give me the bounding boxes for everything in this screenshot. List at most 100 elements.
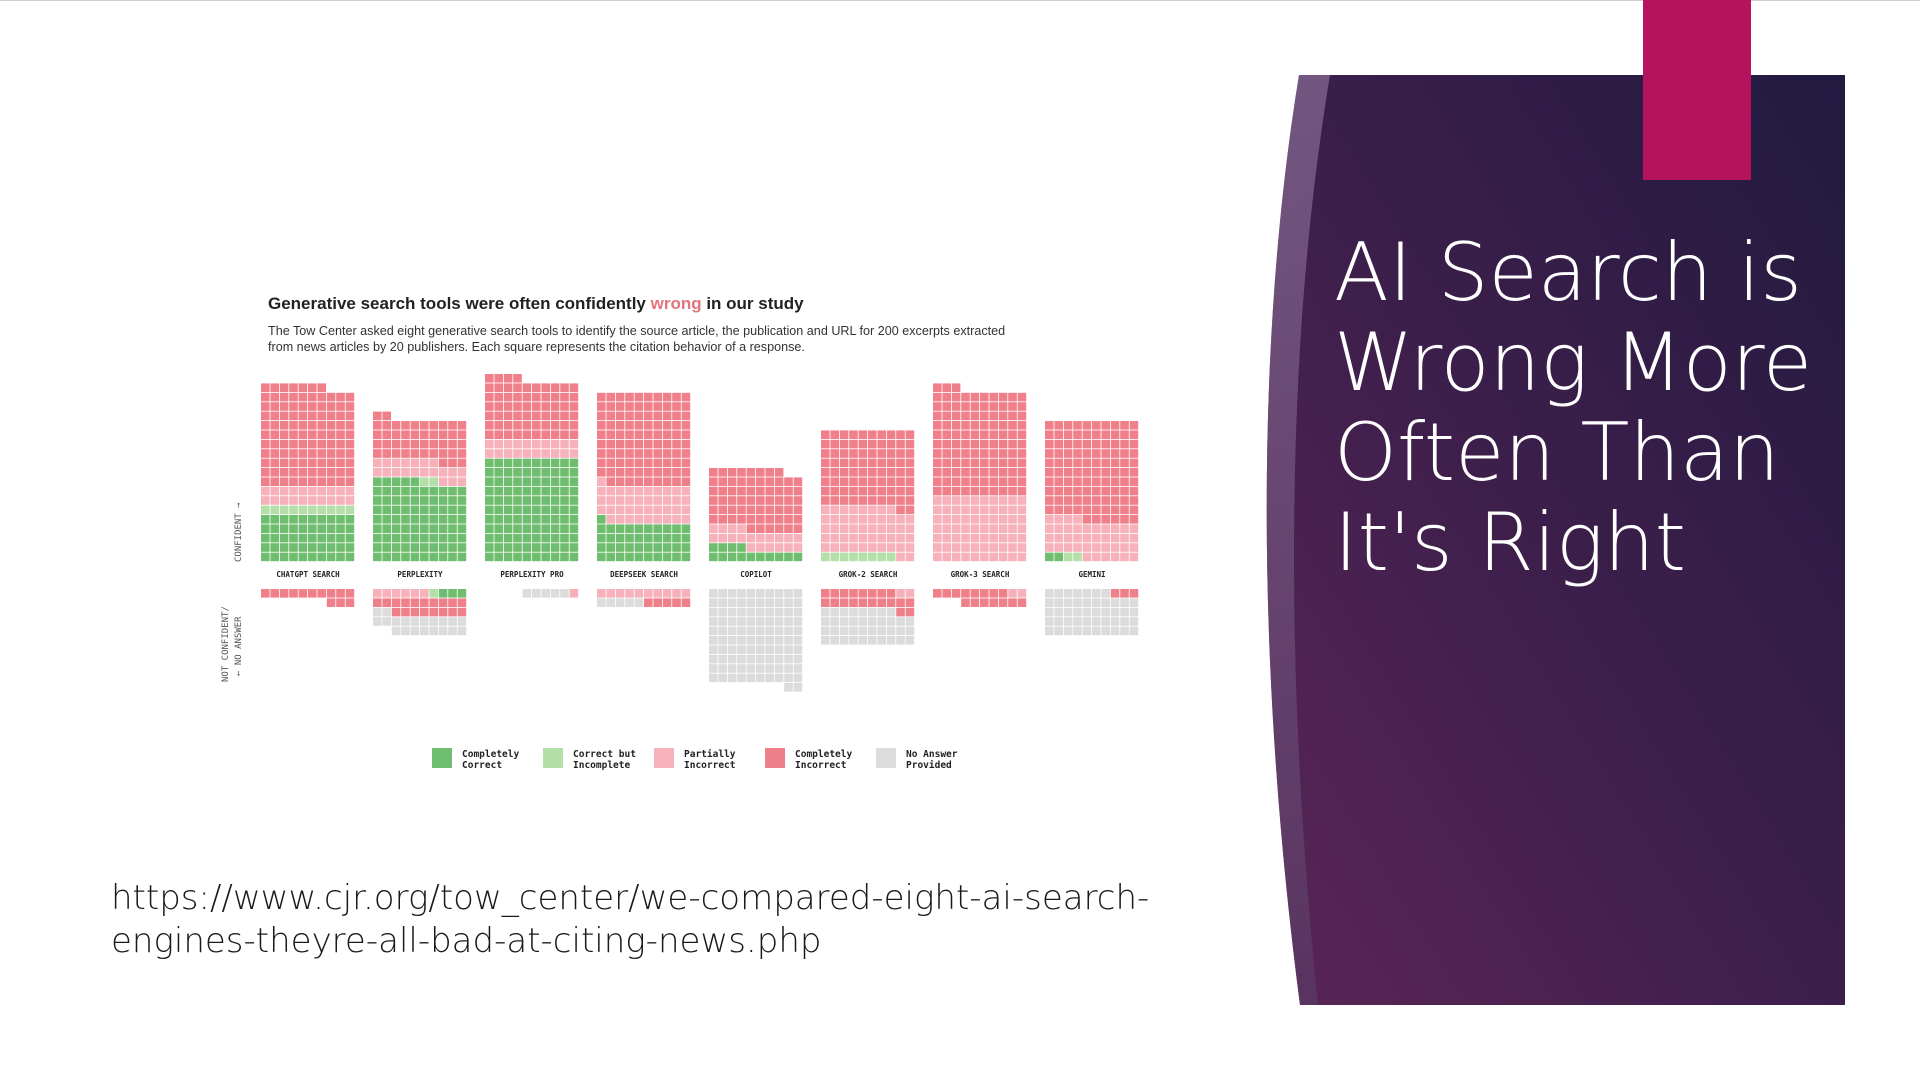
- waffle-cell-not-confident: [1110, 626, 1120, 636]
- waffle-cell-confident: [961, 505, 970, 515]
- waffle-cell-confident: [896, 505, 905, 515]
- waffle-cell-confident: [308, 552, 317, 562]
- waffle-cell-confident: [261, 524, 270, 533]
- waffle-cell-not-confident: [727, 636, 737, 645]
- waffle-cell-not-confident: [830, 589, 839, 598]
- waffle-cell-confident: [737, 552, 746, 562]
- waffle-cell-confident: [868, 552, 877, 562]
- waffle-cell-confident: [550, 392, 560, 402]
- legend-label: Incorrect: [795, 760, 846, 771]
- waffle-cell-confident: [391, 421, 401, 430]
- waffle-cell-not-confident: [756, 607, 765, 617]
- waffle-cell-not-confident: [727, 654, 737, 664]
- waffle-cell-not-confident: [727, 664, 737, 673]
- waffle-cell-confident: [942, 430, 951, 439]
- waffle-cell-confident: [289, 515, 298, 524]
- waffle-cell-not-confident: [289, 589, 298, 598]
- waffle-cell-confident: [1101, 430, 1110, 439]
- waffle-cell-confident: [438, 524, 448, 533]
- waffle-cell-confident: [1129, 543, 1139, 552]
- waffle-cell-not-confident: [401, 607, 410, 617]
- waffle-cell-confident: [308, 524, 317, 533]
- waffle-cell-confident: [933, 552, 942, 562]
- waffle-cell-confident: [896, 477, 905, 486]
- waffle-cell-confident: [513, 439, 522, 449]
- source-url[interactable]: https://www.cjr.org/tow_center/we-compar…: [111, 878, 1150, 961]
- waffle-cell-confident: [1129, 505, 1139, 515]
- chart-title: Generative search tools were often confi…: [268, 294, 804, 314]
- waffle-cell-confident: [858, 486, 868, 496]
- waffle-cell-confident: [270, 524, 279, 533]
- waffle-cell-confident: [774, 533, 784, 543]
- waffle-cell-confident: [653, 552, 662, 562]
- waffle-cell-confident: [569, 543, 579, 552]
- waffle-cell-confident: [541, 383, 550, 392]
- waffle-cell-confident: [522, 383, 532, 392]
- waffle-cell-confident: [336, 496, 345, 505]
- legend-label: Completely: [795, 749, 852, 760]
- waffle-cell-confident: [634, 411, 644, 421]
- waffle-cell-confident: [560, 392, 569, 402]
- waffle-cell-confident: [886, 524, 896, 533]
- waffle-cell-not-confident: [849, 589, 858, 598]
- waffle-cell-confident: [942, 449, 951, 458]
- waffle-cell-confident: [774, 468, 784, 477]
- waffle-cell-confident: [336, 449, 345, 458]
- waffle-cell-confident: [1129, 496, 1139, 505]
- waffle-cell-confident: [905, 515, 915, 524]
- waffle-cell-confident: [317, 421, 326, 430]
- waffle-cell-confident: [513, 411, 522, 421]
- waffle-cell-confident: [541, 543, 550, 552]
- waffle-cell-not-confident: [942, 589, 951, 598]
- waffle-cell-not-confident: [839, 626, 849, 636]
- waffle-cell-confident: [420, 524, 429, 533]
- waffle-cell-confident: [961, 496, 970, 505]
- waffle-cell-confident: [746, 543, 756, 552]
- waffle-cell-confident: [308, 430, 317, 439]
- waffle-cell-confident: [615, 496, 625, 505]
- waffle-cell-not-confident: [905, 617, 915, 626]
- waffle-cell-not-confident: [709, 636, 718, 645]
- waffle-cell-not-confident: [849, 626, 858, 636]
- waffle-cell-confident: [1120, 496, 1129, 505]
- waffle-cell-confident: [513, 552, 522, 562]
- waffle-cell-confident: [615, 486, 625, 496]
- waffle-cell-confident: [373, 552, 382, 562]
- waffle-cell-confident: [336, 430, 345, 439]
- waffle-cell-confident: [868, 524, 877, 533]
- waffle-cell-confident: [942, 533, 951, 543]
- waffle-cell-confident: [513, 486, 522, 496]
- waffle-cell-confident: [308, 515, 317, 524]
- waffle-cell-not-confident: [420, 617, 429, 626]
- waffle-chart-figure: Generative search tools were often confi…: [208, 288, 1168, 783]
- category-label: GROK-2 SEARCH: [839, 570, 898, 579]
- waffle-cell-confident: [784, 543, 793, 552]
- waffle-cell-confident: [560, 421, 569, 430]
- waffle-cell-not-confident: [784, 683, 793, 692]
- waffle-cell-not-confident: [886, 589, 896, 598]
- waffle-cell-not-confident: [1110, 617, 1120, 626]
- waffle-cell-not-confident: [1120, 589, 1129, 598]
- waffle-cell-confident: [793, 533, 803, 543]
- waffle-cell-not-confident: [793, 683, 803, 692]
- waffle-cell-confident: [336, 533, 345, 543]
- waffle-cell-confident: [485, 421, 494, 430]
- waffle-cell-confident: [1129, 552, 1139, 562]
- waffle-cell-confident: [625, 458, 634, 468]
- waffle-cell-confident: [289, 402, 298, 411]
- waffle-cell-confident: [503, 411, 513, 421]
- waffle-cell-confident: [1129, 449, 1139, 458]
- waffle-cell-confident: [597, 477, 606, 486]
- waffle-cell-confident: [429, 430, 438, 439]
- waffle-cell-confident: [494, 524, 503, 533]
- waffle-cell-not-confident: [839, 636, 849, 645]
- waffle-cell-confident: [279, 468, 289, 477]
- waffle-cell-confident: [756, 515, 765, 524]
- waffle-cell-confident: [345, 468, 355, 477]
- waffle-cell-confident: [849, 524, 858, 533]
- waffle-cell-confident: [1129, 458, 1139, 468]
- waffle-cell-confident: [858, 543, 868, 552]
- waffle-cell-confident: [896, 468, 905, 477]
- waffle-cell-confident: [1092, 486, 1101, 496]
- waffle-cell-confident: [1063, 515, 1073, 524]
